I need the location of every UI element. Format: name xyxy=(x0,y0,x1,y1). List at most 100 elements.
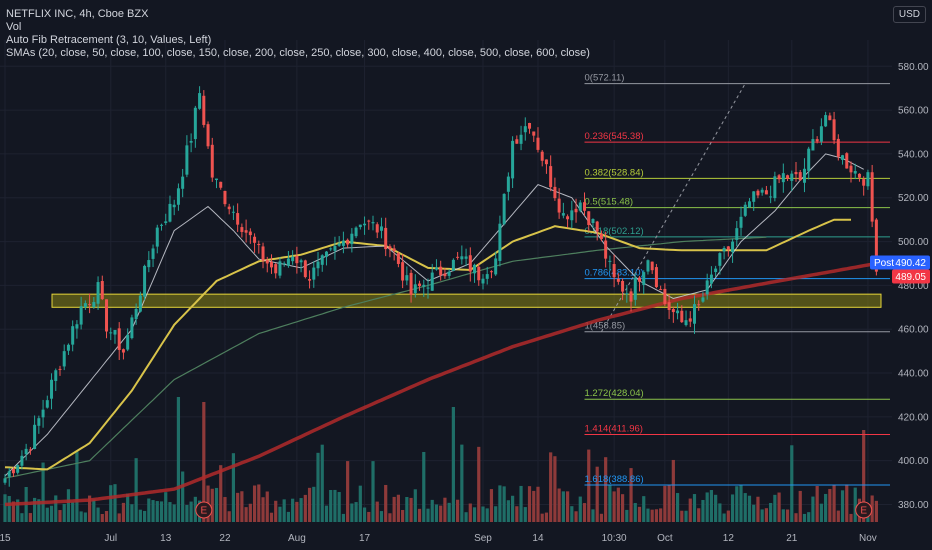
volume-bar xyxy=(815,486,819,522)
candle-body xyxy=(460,256,464,260)
volume-bar xyxy=(667,484,671,522)
candle-body xyxy=(83,303,87,308)
volume-bar xyxy=(236,492,240,522)
volume-bar xyxy=(777,492,781,522)
volume-bar xyxy=(261,497,265,522)
volume-bar xyxy=(561,491,565,522)
volume-bar xyxy=(303,494,307,522)
chart-legend: NETFLIX INC, 4h, Cboe BZX Vol Auto Fib R… xyxy=(6,8,590,60)
candle-body xyxy=(747,201,751,208)
candle-body xyxy=(155,227,159,247)
candle-body xyxy=(375,224,379,233)
candle-body xyxy=(33,424,37,450)
candle-body xyxy=(722,247,726,252)
volume-bar xyxy=(832,485,836,522)
volume-bar xyxy=(760,509,764,522)
candle-body xyxy=(451,259,455,271)
volume-bar xyxy=(675,493,680,522)
volume-bar xyxy=(324,505,329,522)
volume-bar xyxy=(88,495,92,522)
volume-bar xyxy=(354,502,358,522)
candle-body xyxy=(185,145,189,175)
volume-bar xyxy=(515,506,519,522)
candle-body xyxy=(240,227,244,232)
symbol-title[interactable]: NETFLIX INC, 4h, Cboe BZX xyxy=(6,8,149,20)
time-axis[interactable]: 15 Jul 13 22 Aug 17 Sep 14 10:30 Oct 12 21 Nov xyxy=(0,533,877,544)
candle-body xyxy=(625,293,629,295)
volume-bar xyxy=(587,449,591,522)
candle-body xyxy=(253,236,257,243)
candle-body xyxy=(684,320,688,326)
volume-bar xyxy=(409,497,413,522)
volume-bar xyxy=(439,505,443,522)
volume-bar xyxy=(536,486,540,522)
candle-body xyxy=(236,213,240,225)
candle-body xyxy=(244,230,248,233)
candle-body xyxy=(143,265,147,297)
candle-body xyxy=(456,256,460,258)
volume-bar xyxy=(582,503,587,522)
volume-bar xyxy=(451,407,455,522)
volume-bar xyxy=(824,493,828,522)
volume-bar xyxy=(671,459,675,522)
time-tick-label: Jul xyxy=(104,533,117,544)
candle-body xyxy=(667,302,671,310)
candle-body xyxy=(71,326,75,345)
volume-bar xyxy=(511,495,515,522)
volume-bar xyxy=(853,487,857,522)
candle-body xyxy=(54,370,58,381)
candle-body xyxy=(473,264,477,274)
volume-bar xyxy=(41,462,45,522)
volume-bar xyxy=(202,402,206,522)
candle-body xyxy=(828,115,832,121)
candle-body xyxy=(265,260,269,264)
volume-bar xyxy=(591,509,595,522)
candle-body xyxy=(638,277,641,282)
candle-body xyxy=(815,139,819,142)
candle-body xyxy=(286,258,290,266)
candle-body xyxy=(697,304,701,306)
volume-bar xyxy=(375,501,379,522)
fib-indicator-label[interactable]: Auto Fib Retracement (3, 10, Values, Lef… xyxy=(6,34,212,46)
volume-indicator-label[interactable]: Vol xyxy=(6,21,22,33)
volume-bar xyxy=(650,509,654,522)
volume-bar xyxy=(240,491,244,522)
candle-body xyxy=(489,271,493,273)
candle-body xyxy=(257,244,261,246)
post-market-badge xyxy=(870,255,930,270)
candle-body xyxy=(506,176,510,192)
volume-bar xyxy=(312,486,316,522)
sma-indicator-label[interactable]: SMAs (20, close, 50, close, 100, close, … xyxy=(6,47,590,59)
candle-body xyxy=(599,233,603,240)
volume-bar xyxy=(227,511,231,522)
candle-body xyxy=(549,166,553,188)
currency-button[interactable]: USD xyxy=(892,6,926,23)
volume-bar xyxy=(735,486,739,522)
candle-body xyxy=(536,137,540,150)
candle-body xyxy=(845,153,849,169)
volume-bar xyxy=(371,461,375,522)
volume-bar xyxy=(739,484,743,522)
candle-body xyxy=(595,221,599,232)
candle-body xyxy=(320,255,324,265)
volume-bar xyxy=(836,510,840,522)
volume-bar xyxy=(248,503,252,522)
candle-body xyxy=(223,190,227,205)
volume-bar xyxy=(460,444,464,522)
candle-body xyxy=(553,186,557,199)
price-axis[interactable]: 380.00 400.00 420.00 440.00 460.00 480.00 500.… xyxy=(898,62,929,511)
time-tick-label: 22 xyxy=(219,533,231,544)
price-tick-label: 380.00 xyxy=(898,500,929,511)
support-zone xyxy=(51,293,882,308)
volume-bar xyxy=(468,503,472,522)
time-tick-label: 17 xyxy=(359,533,371,544)
candle-body xyxy=(350,233,354,245)
time-tick-label: 21 xyxy=(786,533,798,544)
candle-body xyxy=(718,253,722,266)
volume-bar xyxy=(544,512,549,522)
volume-bar xyxy=(295,501,299,522)
candle-body xyxy=(532,131,536,136)
candle-body xyxy=(485,274,489,279)
